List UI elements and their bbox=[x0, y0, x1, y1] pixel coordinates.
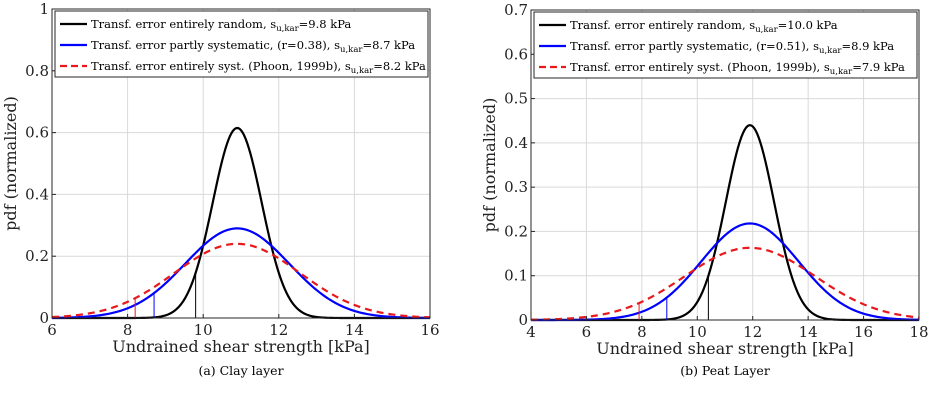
x-tick-label: 12 bbox=[743, 323, 762, 341]
x-tick-label: 4 bbox=[526, 323, 536, 341]
x-tick-label: 6 bbox=[582, 323, 592, 341]
x-tick-label: 14 bbox=[345, 321, 364, 339]
x-tick-label: 16 bbox=[420, 321, 439, 339]
series-line-3 bbox=[530, 246, 920, 321]
series-line-1 bbox=[52, 126, 430, 320]
y-tick-label: 0.4 bbox=[504, 134, 528, 152]
legend-entry-2: Transf. error partly systematic, (r=0.51… bbox=[570, 39, 894, 56]
chart-2: 4 6 8 10 12 14 16 18 0 0.1 0.2 0.3 0.4 0.5 0.6 0.7 Undra… bbox=[480, 1, 929, 378]
x-tick-label: 8 bbox=[637, 323, 647, 341]
x-tick-label: 18 bbox=[909, 323, 928, 341]
x-axis-label: Undrained shear strength [kPa] bbox=[596, 339, 854, 358]
y-axis-label: pdf (normalized) bbox=[1, 96, 20, 231]
y-tick-label: 0.3 bbox=[504, 178, 528, 196]
y-tick-label: 0.2 bbox=[504, 222, 528, 240]
x-tick-label: 14 bbox=[799, 323, 818, 341]
x-axis-label: Undrained shear strength [kPa] bbox=[112, 337, 370, 356]
plot-area-frame bbox=[530, 9, 920, 321]
x-tick-label: 12 bbox=[269, 321, 288, 339]
y-tick-label: 0.4 bbox=[25, 185, 49, 203]
legend-entry-2: Transf. error partly systematic, (r=0.38… bbox=[91, 38, 415, 55]
y-tick-label: 0.7 bbox=[504, 1, 528, 19]
y-tick-label: 1 bbox=[39, 0, 49, 18]
series-line-2 bbox=[531, 222, 920, 322]
chart-1: 6 8 10 12 14 16 0 0.2 0.4 0.6 0.8 1 Undrained shear … bbox=[1, 0, 440, 378]
legend: Transf. error entirely random, su,kar=10… bbox=[533, 11, 918, 79]
y-tick-label: 0.1 bbox=[504, 267, 528, 285]
y-tick-label: 0 bbox=[39, 309, 49, 327]
legend-entry-1: Transf. error entirely random, su,kar=9.… bbox=[91, 17, 351, 34]
y-tick-label: 0.5 bbox=[504, 90, 528, 108]
legend-entry-3: Transf. error entirely syst. (Phoon, 199… bbox=[570, 60, 905, 77]
plot-area-frame bbox=[51, 8, 431, 319]
figure-caption: (b) Peat Layer bbox=[680, 363, 770, 378]
x-tick-label: 16 bbox=[854, 323, 873, 341]
legend-box bbox=[533, 11, 918, 79]
legend-entry-3: Transf. error entirely syst. (Phoon, 199… bbox=[91, 59, 426, 76]
series-line-1 bbox=[531, 124, 919, 322]
legend: Transf. error entirely random, su,kar=9.… bbox=[54, 10, 429, 78]
y-tick-label: 0.8 bbox=[25, 62, 49, 80]
x-tick-label: 8 bbox=[123, 321, 133, 339]
x-tick-label: 6 bbox=[47, 321, 57, 339]
legend-box bbox=[54, 10, 429, 78]
series-line-2 bbox=[51, 227, 431, 320]
series-line-3 bbox=[51, 242, 431, 319]
legend-entry-1: Transf. error entirely random, su,kar=10… bbox=[570, 18, 838, 35]
y-tick-label: 0.6 bbox=[504, 45, 528, 63]
x-tick-label: 10 bbox=[688, 323, 707, 341]
y-tick-label: 0 bbox=[518, 311, 528, 329]
y-tick-label: 0.2 bbox=[25, 247, 49, 265]
x-tick-label: 10 bbox=[194, 321, 213, 339]
figure-caption: (a) Clay layer bbox=[198, 363, 283, 378]
y-axis-label: pdf (normalized) bbox=[480, 98, 499, 233]
y-tick-label: 0.6 bbox=[25, 124, 49, 142]
